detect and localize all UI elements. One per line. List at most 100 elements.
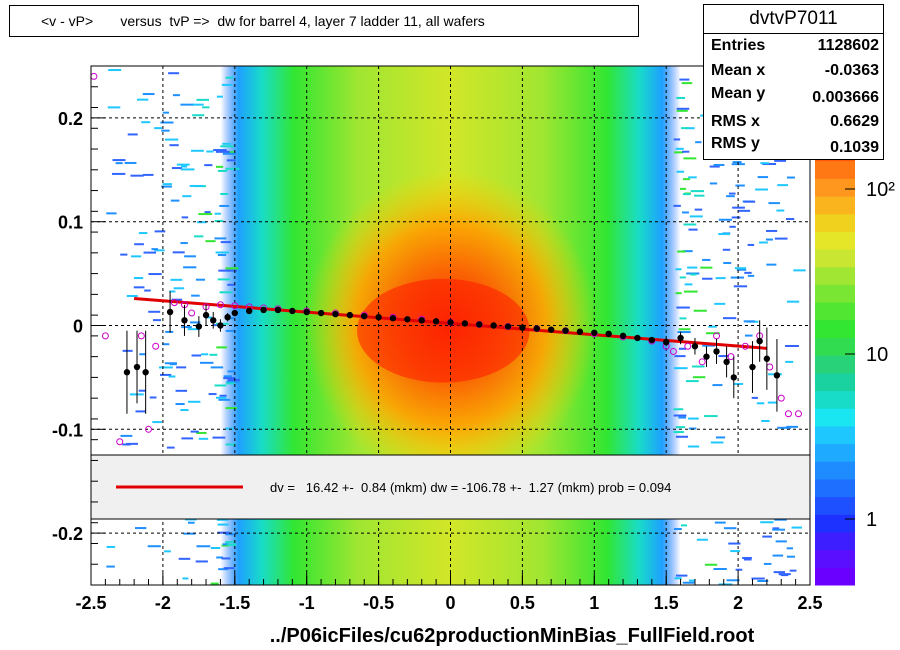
mean-profile-point [677,331,684,345]
heatmap-bin [225,76,234,79]
heatmap-bin [180,165,188,168]
mean-profile-point [375,313,382,321]
heatmap-bin [735,568,743,571]
plot-title-box: <v - vP> versus tvP => dw for barrel 4, … [9,5,639,37]
heatmap-bin [219,291,233,294]
stats-divider [704,33,883,34]
heatmap-bin [170,278,183,281]
heatmap-bin [191,294,200,297]
heatmap-bin [713,568,727,571]
heatmap-bin [176,366,187,369]
colorbar-tick-label: 10² [866,179,895,201]
colorbar-swatch [815,461,855,480]
heatmap-bin [196,221,207,224]
heatmap-bin [676,109,688,112]
heatmap-bin [164,550,171,553]
heatmap-bin [222,152,237,155]
heatmap-bin [774,237,788,240]
mean-profile-marker [224,313,231,321]
heatmap-bin [755,188,768,191]
mean-profile-point [332,310,339,318]
heatmap-bin [209,353,218,356]
plot-title: <v - vP> versus tvP => dw for barrel 4, … [41,13,485,29]
heatmap-bin [677,250,686,253]
heatmap-bin [180,168,195,171]
colorbar-swatch [815,337,855,356]
heatmap-bin [735,184,745,187]
mean-profile-point [547,326,555,333]
heatmap-bin [757,176,769,179]
heatmap-bin [202,106,210,109]
heatmap-bin [214,219,224,222]
heatmap-bin [684,283,693,286]
mean-profile-marker [763,355,771,362]
heatmap-bin [184,255,196,258]
heatmap-bin [160,121,174,124]
mean-profile-marker [260,306,267,314]
heatmap-bin [136,98,149,101]
heatmap-core-peak [357,278,530,383]
heatmap-bin [742,557,752,560]
heatmap-bin [227,370,236,373]
heatmap-bin [681,211,689,214]
heatmap-bin [734,267,747,270]
heatmap-bin [683,290,698,293]
x-tick-label: 0.5 [510,593,535,613]
alt-profile-point [170,299,178,307]
mean-profile-point [713,338,720,364]
heatmap-bin [191,149,204,152]
heatmap-bin [679,187,687,190]
heatmap-bin [124,161,137,164]
heatmap-bin [226,543,237,546]
heatmap-bin [726,579,740,582]
heatmap-bin [225,329,236,332]
mean-profile-marker [723,358,730,366]
x-tick-label: -2.5 [75,593,106,613]
alt-profile-point [698,358,706,366]
mean-profile-point [703,346,710,368]
heatmap-bin [222,142,232,145]
x-tick-label: 1.5 [654,593,679,613]
heatmap-bin [182,195,192,198]
heatmap-bin [220,241,232,244]
heatmap-bin [674,577,682,580]
heatmap-bin [131,255,142,258]
stats-value: 1128602 [817,37,879,54]
heatmap-bin [676,170,685,173]
y-tick-label: -0.1 [52,420,83,440]
heatmap-bin [733,382,744,385]
heatmap-bin [214,384,227,387]
mean-profile-marker [713,348,720,355]
alt-profile-point [145,425,153,433]
stats-key: Entries [711,37,766,54]
heatmap-bin [198,213,213,216]
heatmap-bin [692,376,706,379]
mean-profile-point [202,304,210,326]
x-tick-label: -1.5 [219,593,250,613]
colorbar-swatch [815,178,855,197]
heatmap-bin [674,151,684,154]
colorbar-swatch [815,425,855,445]
heatmap-bin [696,538,708,541]
heatmap-bin [159,366,173,369]
heatmap-bin [682,581,695,584]
heatmap-bin [205,316,213,319]
mean-profile-marker [773,372,781,379]
heatmap-bin [190,430,199,433]
mean-profile-layer [123,291,781,414]
heatmap-bin [786,555,795,558]
heatmap-bin [216,556,223,559]
heatmap-bin [108,69,122,72]
heatmap-bin [189,184,203,187]
heatmap-bin [673,408,684,411]
heatmap-bin [791,526,803,529]
heatmap-bin [673,204,681,207]
y-tick-label: -0.2 [52,524,83,544]
mean-profile-point [773,338,781,412]
mean-profile-point [142,330,149,414]
alt-profile-point [216,301,224,309]
mean-profile-point [346,311,354,319]
heatmap-bin [217,254,227,257]
colorbar-swatch [815,372,855,392]
stats-value: -0.0363 [824,62,879,79]
